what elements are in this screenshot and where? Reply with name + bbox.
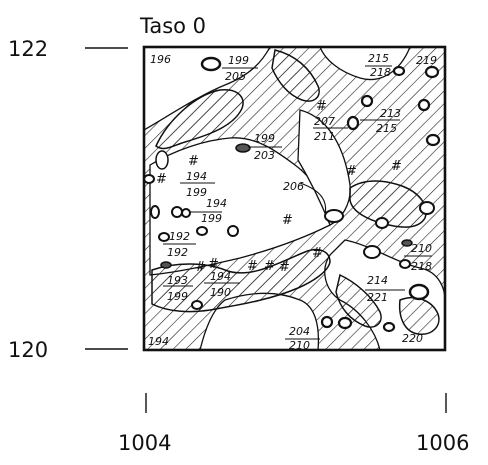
stone [417,98,431,112]
feature-label: 206 [283,180,304,193]
feature-label: 199 [167,290,188,303]
stone [160,261,172,269]
feature-label: 192 [169,230,190,243]
stone [346,115,360,131]
feature-label: 199 [254,132,275,145]
hash-mark: # [264,259,275,274]
feature-label: 214 [367,274,388,287]
plan-title: Taso 0 [139,14,206,38]
feature-label: 215 [368,52,389,65]
stone [382,321,396,333]
hatched-patch [349,180,427,228]
hash-mark: # [312,246,323,261]
feature-label: 190 [210,286,231,299]
stone [200,56,222,72]
hash-mark: # [346,164,357,179]
hatched-patch [155,89,244,150]
feature-label: 210 [289,339,310,352]
hash-mark: # [247,259,258,274]
feature-label: 204 [289,325,310,338]
feature-label: 193 [167,274,188,287]
stone [320,315,334,329]
stone [363,245,381,259]
stone [144,174,155,184]
feature-label: 199 [201,212,222,225]
hash-mark: # [391,159,402,174]
hash-mark: # [316,99,327,114]
feature-label: 215 [376,122,397,135]
plan-area [144,47,445,350]
x-label-left: 1004 [118,431,171,455]
stone [419,201,435,215]
feature-label: 203 [254,149,275,162]
stone [425,133,441,147]
plan-frame [142,45,447,352]
stone [399,259,411,269]
stone [424,65,440,79]
stone [196,226,208,236]
feature-labels: 196 199 205 215 218 219 207 211 213 215 … [148,52,437,352]
feature-label: 210 [411,242,432,255]
feature-label: 207 [314,115,335,128]
feature-label: 220 [402,332,423,345]
feature-label: 196 [150,53,171,66]
hash-mark: # [208,257,219,272]
feature-label: 221 [367,291,388,304]
hash-mark: # [188,154,199,169]
hatched-patch [335,273,382,328]
hash-mark: # [282,213,293,228]
stone [408,283,430,301]
stone [158,232,170,242]
hash-mark: # [156,172,167,187]
stone [155,150,169,170]
x-label-right: 1006 [416,431,469,455]
stone [171,206,183,218]
stone [150,205,160,219]
label-leaders [163,65,432,340]
feature-label: 194 [186,170,207,183]
feature-label: 218 [411,260,432,273]
y-label-top: 122 [8,37,48,61]
stone [375,217,389,229]
hash-mark: # [195,260,206,275]
stone [181,208,191,218]
feature-label: 211 [314,130,335,143]
feature-label: 194 [206,197,227,210]
feature-label: 192 [167,246,188,259]
feature-label: 194 [210,270,231,283]
clear-zone-mid [297,109,351,226]
feature-label: 213 [380,107,401,120]
feature-label: 199 [186,186,207,199]
stone [191,300,203,310]
stone [401,239,413,247]
hatched-patch [151,248,331,313]
feature-label: 194 [148,335,169,348]
stone [235,143,251,153]
feature-label: 219 [416,54,437,67]
stone [392,65,406,77]
stone [324,209,344,223]
stone [227,225,239,237]
hash-mark: # [279,260,290,275]
stone [337,316,353,330]
hatched-patch [271,49,320,102]
y-label-bottom: 120 [8,338,48,362]
stone [360,94,374,108]
feature-label: 218 [370,66,391,79]
clear-zone-top [319,47,411,81]
feature-label: 199 [228,54,249,67]
feature-label: 205 [225,70,246,83]
hash-marks: # # # # # # # # # # # # [156,99,402,275]
